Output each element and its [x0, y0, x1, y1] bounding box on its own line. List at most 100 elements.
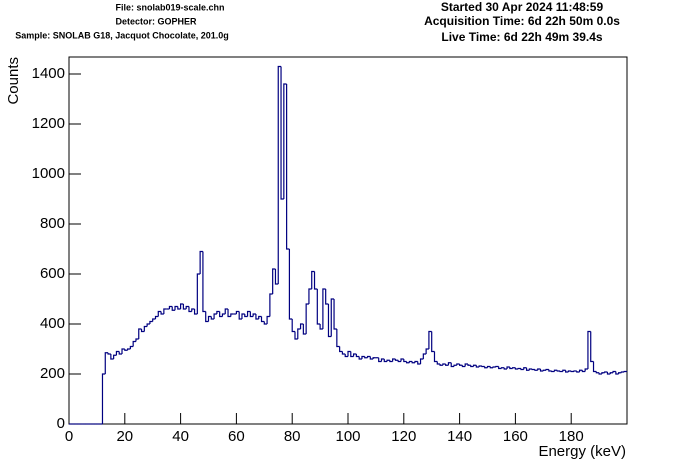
histogram-bin	[308, 288, 312, 304]
x-tick-label: 180	[559, 428, 584, 445]
histogram-bin	[573, 370, 577, 372]
histogram-bin	[350, 351, 354, 358]
histogram-bin	[545, 368, 549, 371]
histogram-bin	[124, 349, 128, 351]
histogram-bin	[534, 369, 538, 371]
histogram-bin	[492, 366, 496, 368]
histogram-bin	[400, 358, 404, 362]
histogram-bin	[263, 321, 268, 325]
histogram-bin	[620, 371, 625, 373]
histogram-bin	[576, 371, 580, 373]
histogram-bin	[439, 364, 443, 366]
histogram-bin	[333, 299, 337, 330]
histogram-bin	[475, 365, 480, 368]
histogram-bin	[202, 251, 206, 313]
y-tick-label: 800	[40, 215, 65, 232]
histogram-bin	[188, 306, 192, 313]
histogram-bin	[514, 367, 519, 370]
histogram-bin	[503, 367, 508, 370]
histogram-bin	[177, 306, 181, 310]
y-axis-label: Counts	[5, 57, 22, 105]
y-tick-label: 200	[40, 365, 65, 382]
histogram-bin	[592, 361, 597, 373]
histogram-bin	[556, 370, 561, 372]
histogram-bin	[397, 360, 402, 363]
histogram-bin	[339, 346, 343, 353]
histogram-bin	[442, 363, 446, 366]
histogram-bin	[297, 328, 301, 339]
histogram-bin	[425, 348, 429, 354]
histogram-bin	[450, 362, 455, 368]
started-label: Started 30 Apr 2024 11:48:59	[441, 0, 604, 14]
y-tick-label: 600	[40, 265, 65, 282]
histogram-bin	[506, 366, 510, 369]
histogram-bin	[294, 331, 298, 340]
file-label: File: snolab019-scale.chn	[115, 2, 224, 12]
histogram-bin	[341, 351, 346, 355]
histogram-bin	[372, 357, 376, 359]
histogram-bin	[230, 313, 234, 317]
histogram-bin	[495, 365, 499, 368]
histogram-bin	[140, 329, 145, 333]
histogram-bin	[369, 356, 374, 360]
histogram-bin	[330, 298, 335, 337]
histogram-bin	[199, 250, 203, 274]
x-tick-label: 80	[284, 428, 301, 445]
histogram-bin	[414, 360, 418, 363]
detector-label: Detector: GOPHER	[115, 16, 197, 26]
histogram-bin	[364, 356, 368, 359]
histogram-bin	[615, 371, 619, 375]
histogram-bin	[392, 358, 396, 362]
histogram-bin	[174, 305, 178, 311]
x-tick-label: 160	[503, 428, 528, 445]
histogram-bin	[517, 367, 521, 370]
histogram-bin	[453, 364, 457, 367]
histogram-bin	[562, 369, 566, 372]
histogram-bin	[587, 330, 591, 369]
histogram-bin	[280, 66, 284, 200]
histogram-bin	[601, 372, 605, 374]
histogram-bin	[207, 315, 212, 322]
histogram-bin	[445, 364, 449, 366]
histogram-bin	[389, 360, 393, 363]
histogram-bin	[157, 310, 162, 317]
histogram-bin	[347, 350, 351, 357]
histogram-bin	[539, 369, 544, 372]
histogram-bin	[138, 328, 142, 339]
histogram-bin	[216, 310, 220, 314]
histogram-bin	[322, 288, 326, 329]
histogram-bin	[581, 370, 586, 373]
histogram-bin	[422, 353, 427, 359]
acquisition-label: Acquisition Time: 6d 22h 50m 0.0s	[424, 14, 620, 28]
histogram-bin	[366, 355, 371, 358]
histogram-bin	[598, 372, 602, 375]
histogram-bin	[567, 370, 572, 372]
histogram-bin	[258, 315, 262, 319]
histogram-bin	[419, 358, 424, 364]
histogram-bin	[358, 356, 362, 360]
histogram-bin	[104, 352, 109, 374]
live-time-label: Live Time: 6d 22h 49m 39.4s	[441, 30, 603, 44]
y-tick-label: 1200	[32, 115, 65, 132]
x-tick-label: 60	[228, 428, 245, 445]
histogram-bin	[146, 323, 150, 327]
histogram-bin	[286, 84, 290, 250]
histogram-bin	[291, 319, 295, 333]
histogram-bin	[447, 362, 452, 366]
histogram-bin	[252, 313, 256, 317]
histogram-bin	[623, 370, 627, 373]
histogram-bin	[196, 273, 201, 314]
histogram-bin	[609, 372, 614, 374]
histogram-bin	[193, 309, 198, 315]
histogram-bin	[344, 354, 348, 358]
histogram-bin	[180, 303, 184, 309]
histogram-bin	[154, 315, 159, 319]
histogram-bin	[403, 359, 407, 363]
histogram-bin	[274, 269, 279, 285]
histogram-bin	[163, 308, 167, 314]
histogram-bin	[182, 304, 187, 310]
histogram-bin	[235, 310, 240, 314]
histogram-bin	[143, 325, 148, 332]
histogram-bin	[565, 370, 569, 373]
